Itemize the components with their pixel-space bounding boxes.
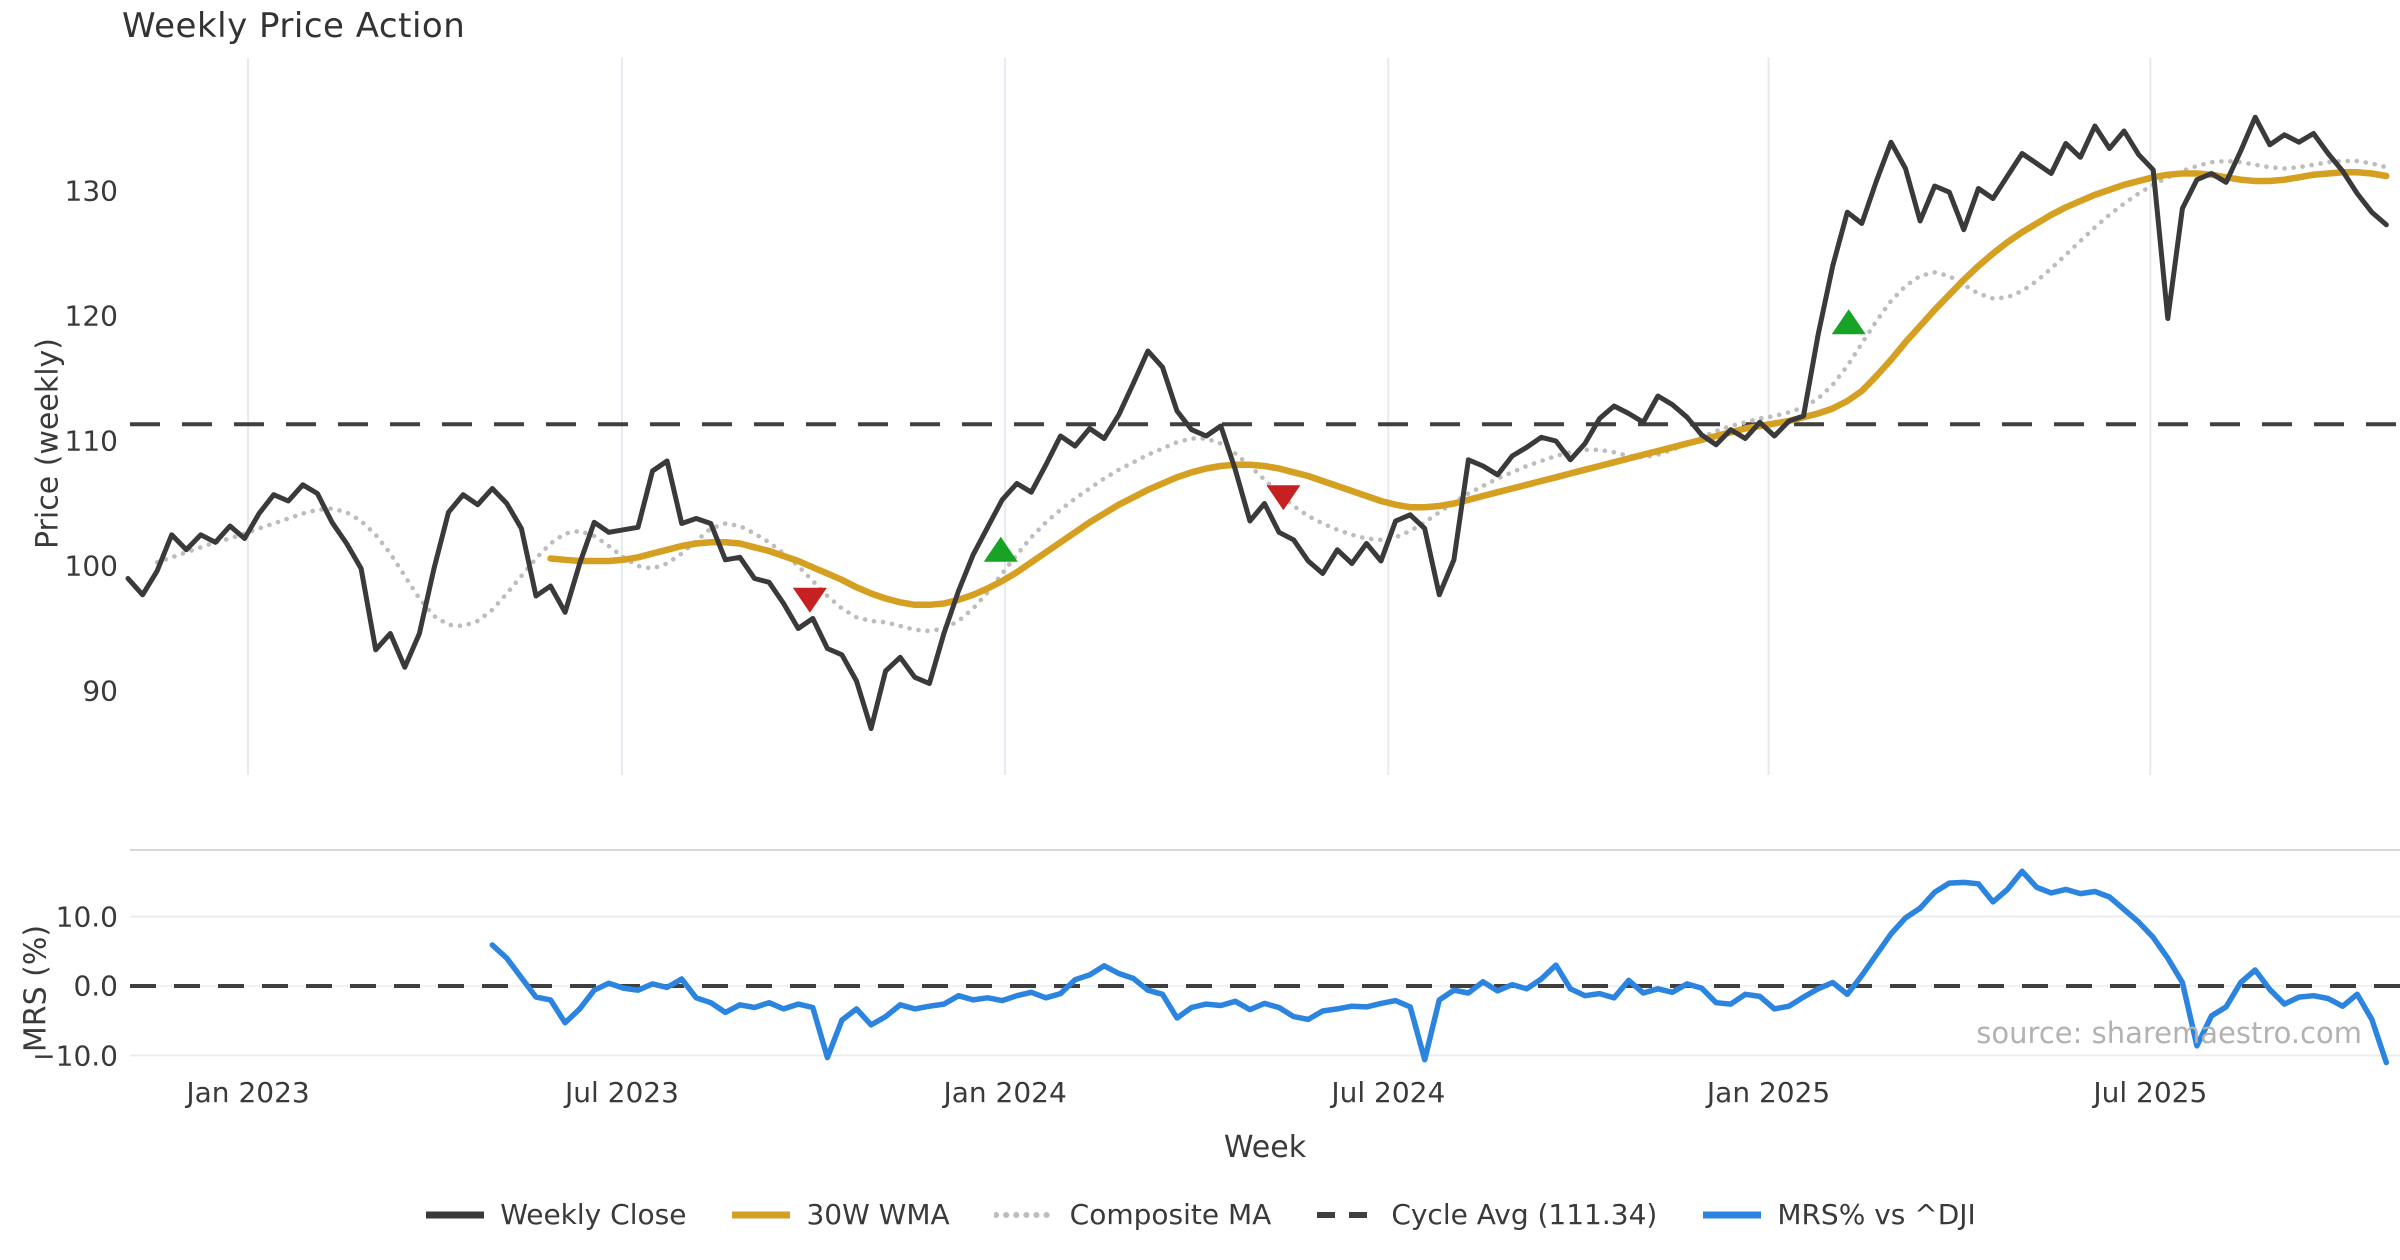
legend-label: MRS% vs ^DJI [1777, 1198, 1976, 1231]
mrs-tick-label: −10.0 [32, 1039, 118, 1072]
price-tick-label: 130 [64, 174, 118, 208]
buy-marker [983, 536, 1018, 562]
x-tick-label: Jul 2024 [1331, 1076, 1446, 1109]
legend-label: Composite MA [1069, 1198, 1272, 1231]
legend-item: Cycle Avg (111.34) [1315, 1198, 1657, 1231]
composite-ma-line [154, 158, 2389, 634]
legend-item: 30W WMA [730, 1198, 950, 1231]
legend-label: 30W WMA [806, 1198, 950, 1231]
legend-item: Composite MA [993, 1198, 1272, 1231]
legend-swatch-dashed [1317, 1211, 1376, 1218]
x-tick-label: Jul 2023 [564, 1076, 679, 1109]
legend-label: Cycle Avg (111.34) [1391, 1198, 1658, 1231]
legend-swatch-solid [732, 1211, 791, 1218]
x-tick-label: Jul 2025 [2093, 1076, 2208, 1109]
x-tick-label: Jan 2024 [943, 1076, 1067, 1109]
legend: Weekly Close 30W WMA Composite MA Cycle Avg… [0, 1198, 2400, 1231]
price-tick-label: 100 [64, 549, 118, 583]
legend-swatch-solid [426, 1211, 485, 1218]
legend-item: Weekly Close [424, 1198, 686, 1231]
legend-item: MRS% vs ^DJI [1701, 1198, 1976, 1231]
price-tick-label: 90 [82, 674, 118, 708]
buy-marker [1831, 309, 1866, 335]
sell-marker [792, 587, 827, 613]
price-tick-label: 110 [64, 424, 118, 458]
legend-swatch-solid [1703, 1211, 1762, 1218]
wma-line [547, 169, 2390, 609]
x-axis-label: Week [1223, 1130, 1307, 1165]
source-watermark: source: sharemaestro.com [1976, 1016, 2362, 1050]
mrs-tick-label: 0.0 [73, 969, 118, 1003]
weekly-close-line [125, 114, 2389, 731]
x-tick-label: Jan 2025 [1706, 1076, 1831, 1109]
legend-label: Weekly Close [500, 1198, 687, 1231]
mrs-line [489, 868, 2390, 1066]
chart-title: Weekly Price Action [122, 6, 466, 46]
legend-swatch-dotted [993, 1211, 1056, 1218]
price-tick-label: 120 [64, 299, 118, 333]
sell-marker [1266, 485, 1301, 511]
mrs-tick-label: 10.0 [55, 900, 118, 933]
x-tick-label: Jan 2023 [186, 1076, 310, 1109]
